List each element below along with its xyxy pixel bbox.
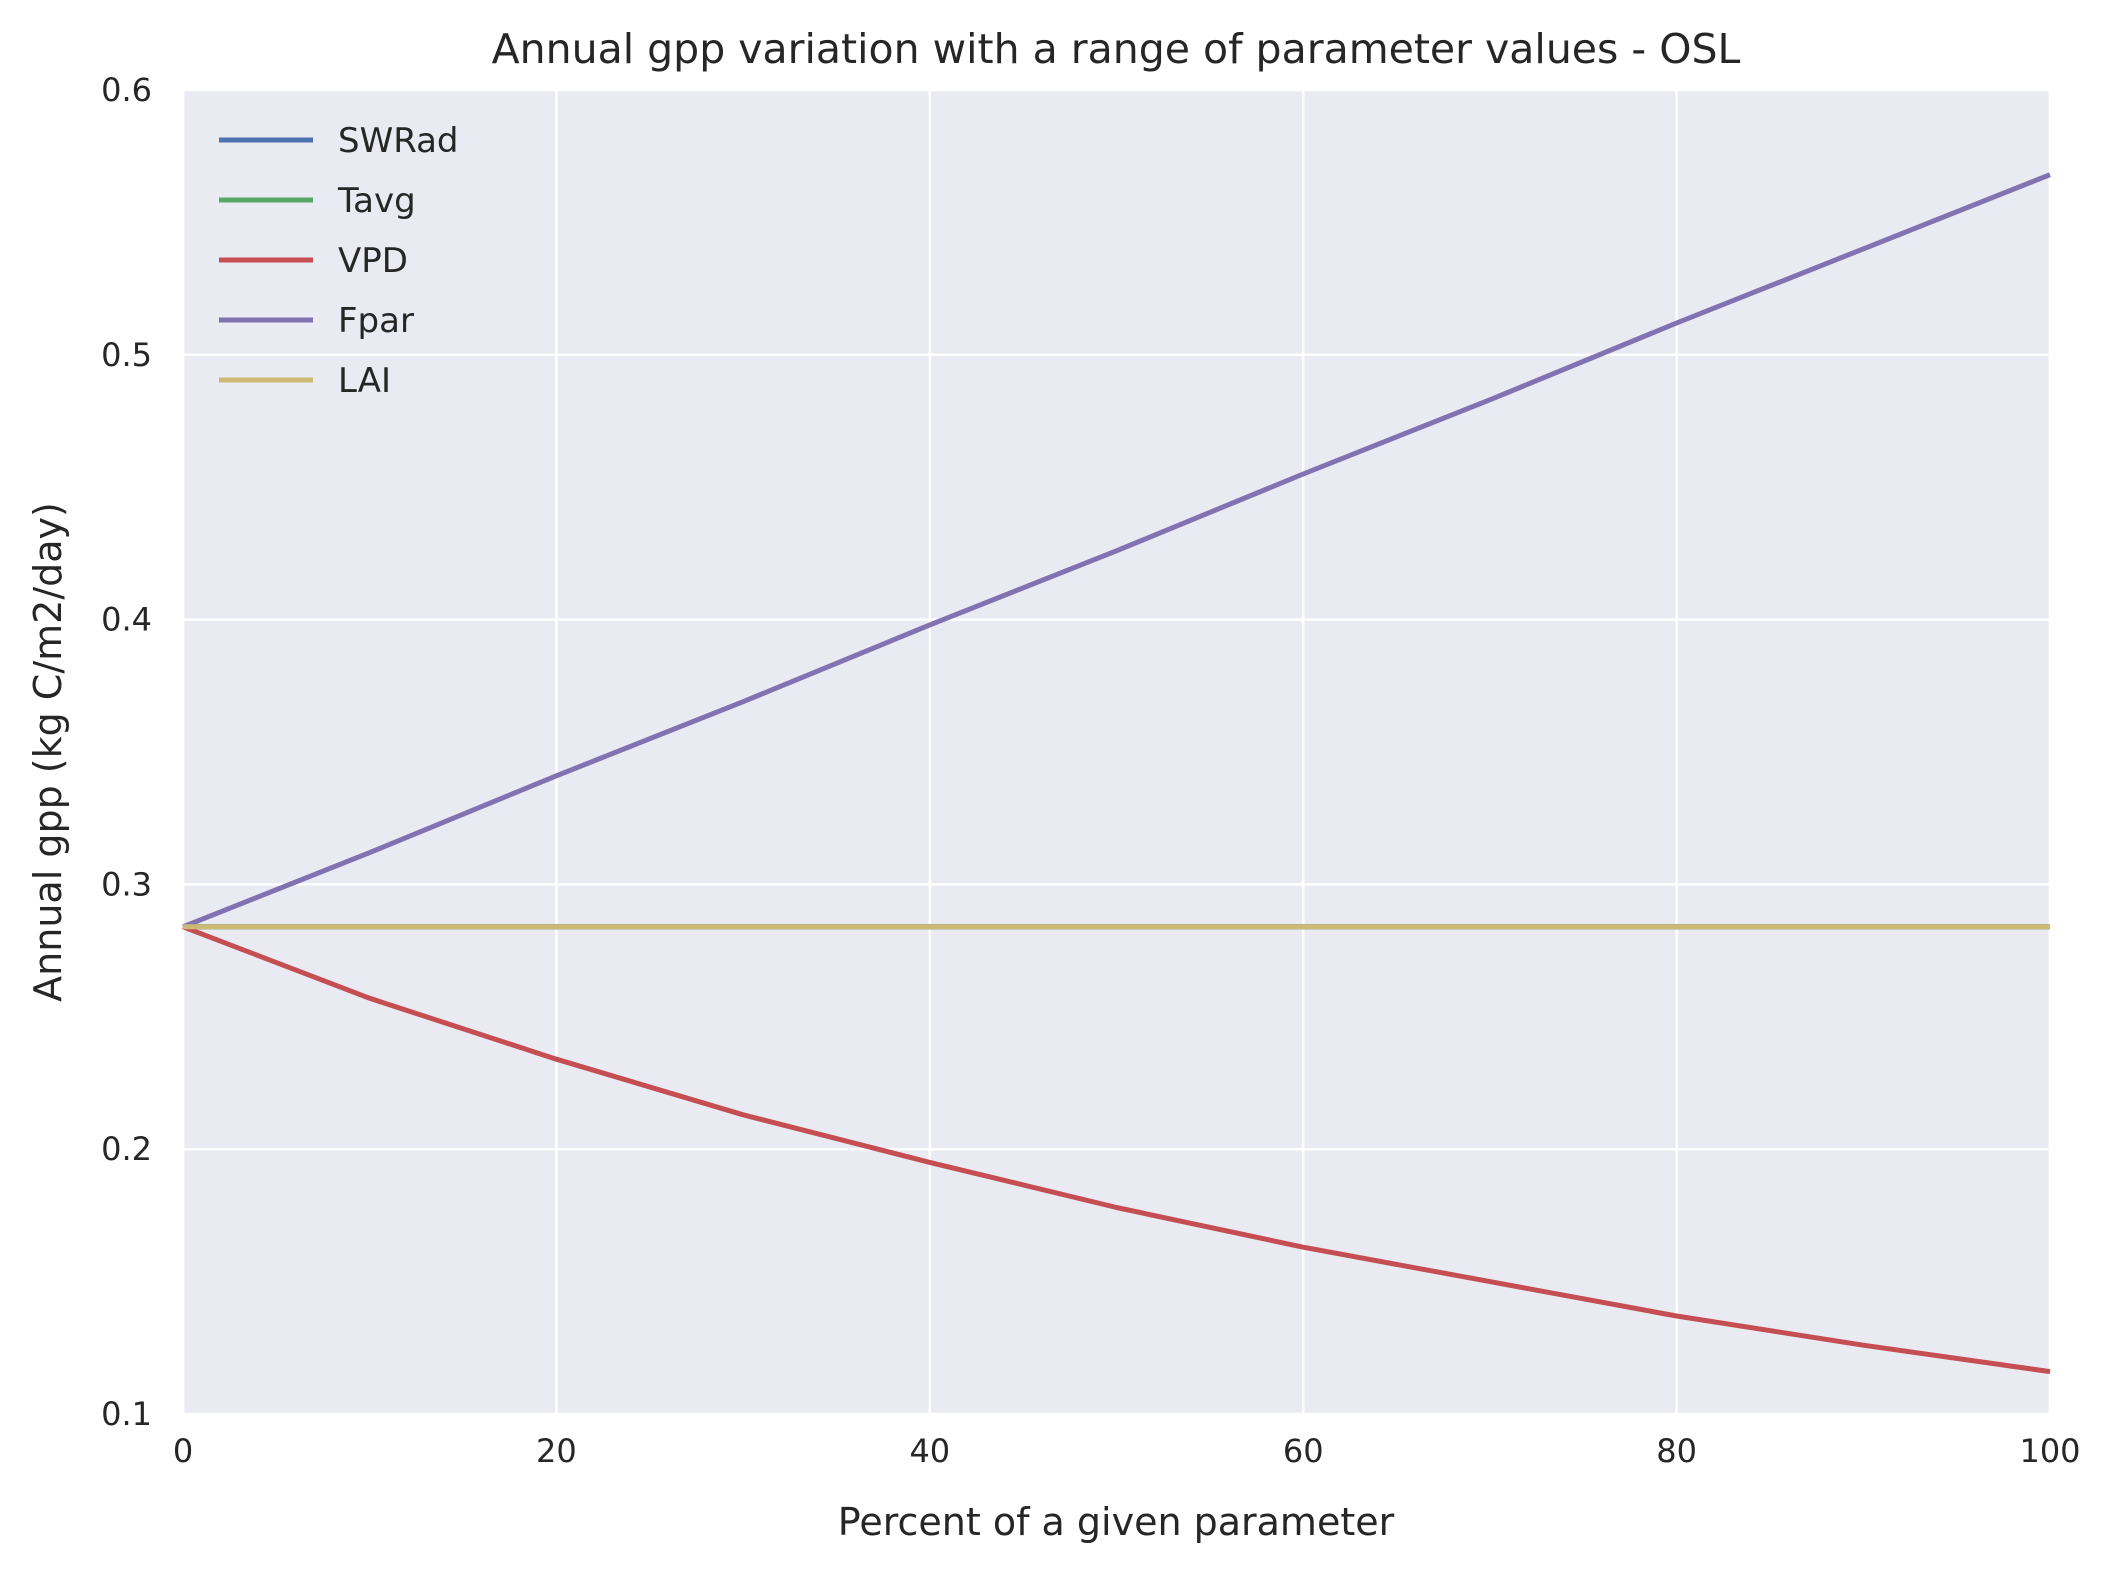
legend-label-fpar: Fpar [338,301,414,341]
y-tick-label: 0.2 [101,1130,152,1168]
series-line-vpd [182,924,2051,1375]
series-line-fpar [182,172,2051,930]
legend-label-vpd: VPD [338,241,408,281]
y-tick-label: 0.4 [101,601,152,639]
x-tick-label: 80 [1656,1432,1697,1470]
y-axis-ticks: 0.1 0.2 0.3 0.4 0.5 0.6 [101,71,152,1433]
x-tick-label: 0 [173,1432,193,1470]
y-tick-label: 0.3 [101,865,152,903]
legend: SWRad Tavg VPD Fpar LAI [219,121,459,401]
legend-label-swrad: SWRad [338,121,459,161]
chart-title: Annual gpp variation with a range of par… [492,25,1741,73]
y-axis-label: Annual gpp (kg C/m2/day) [26,502,70,1002]
series-lines [182,172,2051,1375]
y-tick-label: 0.1 [101,1395,152,1433]
x-axis-ticks: 0 20 40 60 80 100 [173,1432,2081,1470]
legend-label-tavg: Tavg [337,181,416,221]
x-tick-label: 100 [2019,1432,2080,1470]
x-axis-label: Percent of a given parameter [838,1500,1395,1544]
y-tick-label: 0.5 [101,336,152,374]
legend-label-lai: LAI [338,361,391,401]
x-tick-label: 20 [536,1432,577,1470]
plot-area [183,90,2050,1414]
y-tick-label: 0.6 [101,71,152,109]
grid [181,88,2052,1416]
x-tick-label: 60 [1283,1432,1324,1470]
x-tick-label: 40 [909,1432,950,1470]
